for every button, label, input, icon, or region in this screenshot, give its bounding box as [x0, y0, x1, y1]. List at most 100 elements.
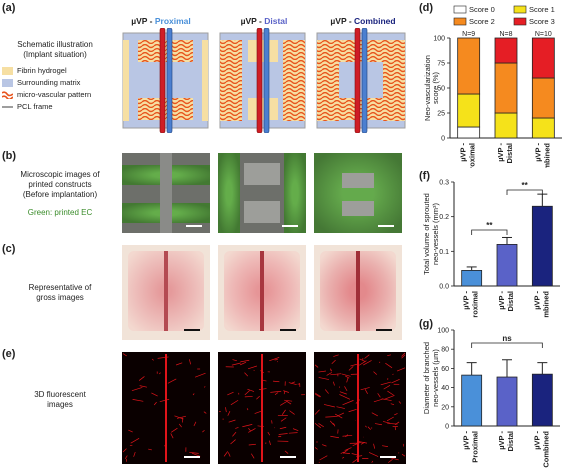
vessel-branch	[374, 423, 383, 426]
x-tick-label: Distal	[505, 143, 514, 163]
panel-label-d: (d)	[419, 2, 434, 14]
vessel-branch	[192, 393, 195, 396]
n-label: N=9	[462, 31, 475, 38]
vessel-branch	[235, 427, 239, 429]
vessel-branch	[387, 354, 391, 356]
vessel-branch	[352, 458, 359, 463]
bar-segment-score-2	[457, 37, 481, 95]
vessel-branch	[227, 391, 234, 396]
vessel-branch	[383, 385, 391, 390]
vessel-branch	[178, 423, 182, 428]
vessel-branch	[278, 433, 288, 435]
legend-item-vascular: micro-vascular pattern	[2, 90, 91, 100]
legend-label: micro-vascular pattern	[17, 90, 92, 99]
y-axis-label: Diameter of branched	[422, 342, 431, 414]
vessel-branch	[248, 443, 256, 446]
vessel-branch	[122, 353, 127, 357]
vessel-branch	[231, 362, 241, 366]
vessel-branch	[348, 408, 357, 413]
vessel-branch	[280, 417, 287, 422]
x-tick-label: Proximal	[471, 291, 480, 318]
legend-item-matrix: Surrounding matrix	[2, 78, 80, 88]
scale-bar	[280, 456, 296, 458]
vessel-branch	[174, 415, 184, 420]
bar-segment-score-1	[457, 93, 481, 128]
vessel-branch	[344, 386, 348, 392]
vessel-branch	[284, 399, 293, 402]
vessel-branch	[387, 390, 394, 396]
significance-label: ns	[502, 334, 512, 343]
column-title-distal: µVP - Distal	[209, 16, 319, 26]
vessel-branch	[279, 426, 287, 430]
scale-bar	[380, 456, 396, 458]
legend-label: Score 1	[529, 5, 555, 14]
vessel-branch	[336, 406, 345, 409]
x-tick-label: µVP -	[497, 431, 506, 450]
row-c-line2: gross images	[36, 293, 84, 302]
vessel-branch	[260, 370, 264, 373]
bar-segment-score-2	[494, 62, 518, 114]
vessel-branch	[394, 421, 400, 425]
vessel-branch	[247, 388, 255, 392]
y-tick-label: 0	[441, 136, 445, 143]
vessel-branch	[325, 416, 336, 418]
vessel-branch	[159, 372, 161, 375]
vessel-branch	[246, 408, 249, 411]
x-tick-label: Combined	[541, 431, 550, 468]
pcl-frame-swatch	[2, 106, 13, 108]
vessel-branch	[390, 403, 395, 406]
vessel-branch	[256, 395, 260, 400]
gross-image-combined	[314, 245, 402, 340]
significance-bracket	[471, 342, 543, 348]
vessel-branch	[314, 409, 320, 415]
vessel-branch	[335, 412, 345, 417]
y-tick-label: 20	[441, 404, 449, 411]
vessel-branch	[314, 447, 318, 450]
panel-label-b: (b)	[2, 150, 17, 162]
vessel-branch	[280, 400, 288, 406]
matrix-swatch	[2, 79, 13, 87]
vessel-branch	[342, 400, 354, 406]
row-b-line2: printed constructs	[28, 180, 92, 189]
column-title-combined: µVP - Combined	[308, 16, 418, 26]
legend-title-line1: Schematic illustration	[17, 40, 93, 49]
legend-title-line2: (Implant situation)	[23, 50, 87, 59]
vessel-branch	[318, 461, 320, 463]
bar	[531, 205, 553, 287]
vessel-branch	[281, 409, 286, 415]
vessel-branch	[359, 360, 367, 366]
vessel-branch	[367, 426, 371, 430]
vessel-branch	[257, 425, 264, 428]
vessel-branch	[240, 359, 250, 363]
vessel-branch	[333, 354, 339, 357]
column-suffix: Distal	[264, 16, 288, 26]
vessel-branch	[258, 388, 267, 390]
bar	[531, 373, 553, 427]
vessel-branch	[388, 458, 393, 463]
row-e-line2: images	[47, 400, 73, 409]
vessel-branch	[318, 423, 324, 428]
fluorescent-image-combined	[314, 352, 406, 464]
vessel-branch	[254, 410, 263, 414]
schematic-combined	[316, 28, 406, 133]
microscopic-image-proximal	[122, 153, 210, 233]
vessel-branch	[269, 440, 271, 446]
x-tick-label: µVP -	[462, 431, 471, 450]
panel-label-g: (g)	[419, 318, 434, 330]
vessel-branch	[391, 379, 400, 384]
vessel-branch	[133, 451, 136, 457]
vessel-branch	[288, 432, 298, 434]
schematic-distal	[219, 28, 306, 133]
vessel-branch	[218, 410, 221, 413]
vessel-branch	[138, 376, 145, 381]
x-tick-label: µVP -	[497, 291, 506, 310]
vessel-branch	[284, 450, 289, 454]
bar-segment-score-1	[531, 117, 555, 139]
bar	[496, 244, 518, 287]
vessel-branch	[247, 365, 257, 370]
vessel-branch	[401, 354, 406, 359]
vessel-branch	[373, 398, 383, 403]
vessel-branch	[194, 372, 206, 378]
vessel-branch	[319, 455, 328, 461]
vessel-branch	[324, 389, 329, 394]
